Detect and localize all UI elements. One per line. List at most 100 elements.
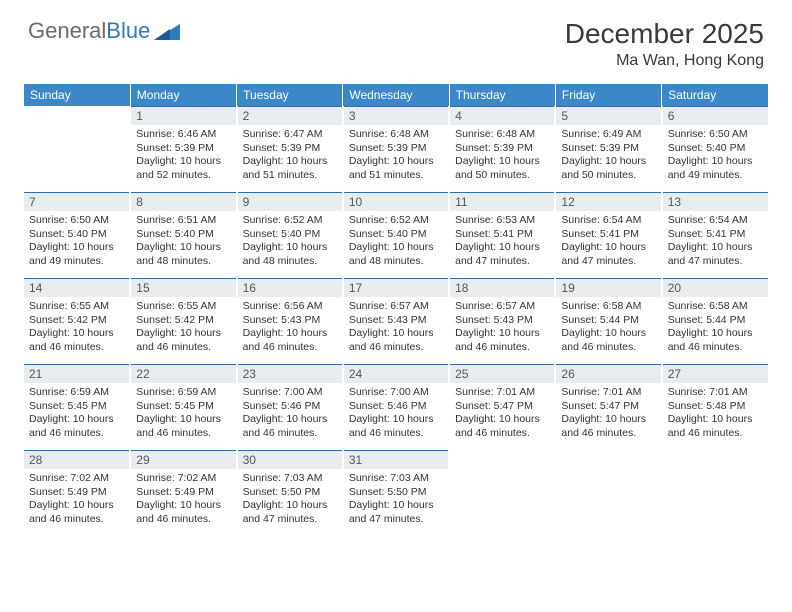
sunset-text: Sunset: 5:46 PM bbox=[349, 400, 443, 414]
calendar-body: 1Sunrise: 6:46 AMSunset: 5:39 PMDaylight… bbox=[24, 106, 768, 536]
daylight-text: Daylight: 10 hours and 47 minutes. bbox=[561, 241, 655, 268]
daylight-text: Daylight: 10 hours and 47 minutes. bbox=[243, 499, 337, 526]
sunset-text: Sunset: 5:44 PM bbox=[668, 314, 763, 328]
sunset-text: Sunset: 5:48 PM bbox=[668, 400, 763, 414]
sunrise-text: Sunrise: 6:51 AM bbox=[136, 214, 230, 228]
day-number: 21 bbox=[24, 364, 129, 383]
daylight-text: Daylight: 10 hours and 46 minutes. bbox=[136, 327, 230, 354]
day-details: Sunrise: 6:59 AMSunset: 5:45 PMDaylight:… bbox=[24, 383, 129, 445]
day-details: Sunrise: 7:03 AMSunset: 5:50 PMDaylight:… bbox=[344, 469, 448, 531]
calendar-cell: 10Sunrise: 6:52 AMSunset: 5:40 PMDayligh… bbox=[343, 192, 449, 278]
daylight-text: Daylight: 10 hours and 49 minutes. bbox=[668, 155, 763, 182]
calendar-cell: 27Sunrise: 7:01 AMSunset: 5:48 PMDayligh… bbox=[662, 364, 768, 450]
logo: GeneralBlue bbox=[28, 18, 180, 44]
calendar-cell: 18Sunrise: 6:57 AMSunset: 5:43 PMDayligh… bbox=[449, 278, 555, 364]
calendar-cell: 11Sunrise: 6:53 AMSunset: 5:41 PMDayligh… bbox=[449, 192, 555, 278]
daylight-text: Daylight: 10 hours and 46 minutes. bbox=[561, 413, 655, 440]
calendar-cell bbox=[662, 450, 768, 536]
day-number: 14 bbox=[24, 278, 129, 297]
sunrise-text: Sunrise: 7:01 AM bbox=[668, 386, 763, 400]
calendar-week: 1Sunrise: 6:46 AMSunset: 5:39 PMDaylight… bbox=[24, 106, 768, 192]
sunrise-text: Sunrise: 6:48 AM bbox=[455, 128, 549, 142]
sunset-text: Sunset: 5:43 PM bbox=[243, 314, 337, 328]
sunrise-text: Sunrise: 6:47 AM bbox=[243, 128, 337, 142]
calendar-cell: 12Sunrise: 6:54 AMSunset: 5:41 PMDayligh… bbox=[555, 192, 661, 278]
daylight-text: Daylight: 10 hours and 46 minutes. bbox=[349, 413, 443, 440]
daylight-text: Daylight: 10 hours and 46 minutes. bbox=[349, 327, 443, 354]
day-number: 31 bbox=[344, 450, 448, 469]
weekday-header: Thursday bbox=[449, 84, 555, 106]
calendar-table: SundayMondayTuesdayWednesdayThursdayFrid… bbox=[24, 84, 768, 536]
calendar-cell: 14Sunrise: 6:55 AMSunset: 5:42 PMDayligh… bbox=[24, 278, 130, 364]
logo-word1: General bbox=[28, 18, 106, 44]
weekday-header: Friday bbox=[555, 84, 661, 106]
calendar-head: SundayMondayTuesdayWednesdayThursdayFrid… bbox=[24, 84, 768, 106]
logo-word2: Blue bbox=[106, 18, 150, 44]
sunset-text: Sunset: 5:40 PM bbox=[668, 142, 763, 156]
weekday-header: Sunday bbox=[24, 84, 130, 106]
sunrise-text: Sunrise: 6:57 AM bbox=[455, 300, 549, 314]
sunrise-text: Sunrise: 6:46 AM bbox=[136, 128, 230, 142]
day-number: 24 bbox=[344, 364, 448, 383]
day-details: Sunrise: 6:53 AMSunset: 5:41 PMDaylight:… bbox=[450, 211, 554, 273]
day-number: 9 bbox=[238, 192, 342, 211]
daylight-text: Daylight: 10 hours and 46 minutes. bbox=[668, 327, 763, 354]
calendar-cell: 24Sunrise: 7:00 AMSunset: 5:46 PMDayligh… bbox=[343, 364, 449, 450]
weekday-header: Wednesday bbox=[343, 84, 449, 106]
daylight-text: Daylight: 10 hours and 46 minutes. bbox=[29, 413, 124, 440]
day-number: 4 bbox=[450, 106, 554, 125]
day-details: Sunrise: 6:54 AMSunset: 5:41 PMDaylight:… bbox=[663, 211, 768, 273]
day-number: 8 bbox=[131, 192, 235, 211]
page-subtitle: Ma Wan, Hong Kong bbox=[565, 52, 764, 70]
sunset-text: Sunset: 5:50 PM bbox=[243, 486, 337, 500]
day-number: 1 bbox=[131, 106, 235, 125]
day-number: 30 bbox=[238, 450, 342, 469]
sunrise-text: Sunrise: 7:01 AM bbox=[561, 386, 655, 400]
daylight-text: Daylight: 10 hours and 46 minutes. bbox=[136, 413, 230, 440]
sunset-text: Sunset: 5:39 PM bbox=[561, 142, 655, 156]
day-number: 20 bbox=[663, 278, 768, 297]
sunset-text: Sunset: 5:45 PM bbox=[136, 400, 230, 414]
day-details: Sunrise: 6:48 AMSunset: 5:39 PMDaylight:… bbox=[344, 125, 448, 187]
sunrise-text: Sunrise: 6:50 AM bbox=[29, 214, 124, 228]
sunset-text: Sunset: 5:39 PM bbox=[349, 142, 443, 156]
sunset-text: Sunset: 5:41 PM bbox=[561, 228, 655, 242]
daylight-text: Daylight: 10 hours and 46 minutes. bbox=[243, 327, 337, 354]
daylight-text: Daylight: 10 hours and 51 minutes. bbox=[349, 155, 443, 182]
sunset-text: Sunset: 5:40 PM bbox=[349, 228, 443, 242]
day-number: 11 bbox=[450, 192, 554, 211]
weekday-header: Saturday bbox=[662, 84, 768, 106]
sunset-text: Sunset: 5:41 PM bbox=[668, 228, 763, 242]
day-details: Sunrise: 6:55 AMSunset: 5:42 PMDaylight:… bbox=[24, 297, 129, 359]
day-number: 3 bbox=[344, 106, 448, 125]
calendar-cell: 15Sunrise: 6:55 AMSunset: 5:42 PMDayligh… bbox=[130, 278, 236, 364]
daylight-text: Daylight: 10 hours and 51 minutes. bbox=[243, 155, 337, 182]
daylight-text: Daylight: 10 hours and 47 minutes. bbox=[455, 241, 549, 268]
day-details: Sunrise: 6:57 AMSunset: 5:43 PMDaylight:… bbox=[344, 297, 448, 359]
calendar-cell: 21Sunrise: 6:59 AMSunset: 5:45 PMDayligh… bbox=[24, 364, 130, 450]
logo-triangle-icon bbox=[154, 22, 180, 40]
calendar-cell: 16Sunrise: 6:56 AMSunset: 5:43 PMDayligh… bbox=[237, 278, 343, 364]
sunrise-text: Sunrise: 7:03 AM bbox=[243, 472, 337, 486]
day-details: Sunrise: 7:03 AMSunset: 5:50 PMDaylight:… bbox=[238, 469, 342, 531]
day-details: Sunrise: 7:00 AMSunset: 5:46 PMDaylight:… bbox=[344, 383, 448, 445]
sunrise-text: Sunrise: 6:55 AM bbox=[29, 300, 124, 314]
day-details: Sunrise: 6:54 AMSunset: 5:41 PMDaylight:… bbox=[556, 211, 660, 273]
sunrise-text: Sunrise: 6:58 AM bbox=[561, 300, 655, 314]
sunset-text: Sunset: 5:45 PM bbox=[29, 400, 124, 414]
sunset-text: Sunset: 5:44 PM bbox=[561, 314, 655, 328]
sunrise-text: Sunrise: 6:54 AM bbox=[668, 214, 763, 228]
day-details: Sunrise: 6:51 AMSunset: 5:40 PMDaylight:… bbox=[131, 211, 235, 273]
day-details: Sunrise: 6:52 AMSunset: 5:40 PMDaylight:… bbox=[344, 211, 448, 273]
sunset-text: Sunset: 5:49 PM bbox=[29, 486, 124, 500]
sunset-text: Sunset: 5:46 PM bbox=[243, 400, 337, 414]
calendar-cell: 23Sunrise: 7:00 AMSunset: 5:46 PMDayligh… bbox=[237, 364, 343, 450]
day-details: Sunrise: 7:02 AMSunset: 5:49 PMDaylight:… bbox=[24, 469, 129, 531]
sunrise-text: Sunrise: 6:48 AM bbox=[349, 128, 443, 142]
sunrise-text: Sunrise: 6:53 AM bbox=[455, 214, 549, 228]
calendar-cell: 31Sunrise: 7:03 AMSunset: 5:50 PMDayligh… bbox=[343, 450, 449, 536]
sunset-text: Sunset: 5:39 PM bbox=[455, 142, 549, 156]
calendar-cell: 25Sunrise: 7:01 AMSunset: 5:47 PMDayligh… bbox=[449, 364, 555, 450]
calendar-cell: 3Sunrise: 6:48 AMSunset: 5:39 PMDaylight… bbox=[343, 106, 449, 192]
sunset-text: Sunset: 5:49 PM bbox=[136, 486, 230, 500]
